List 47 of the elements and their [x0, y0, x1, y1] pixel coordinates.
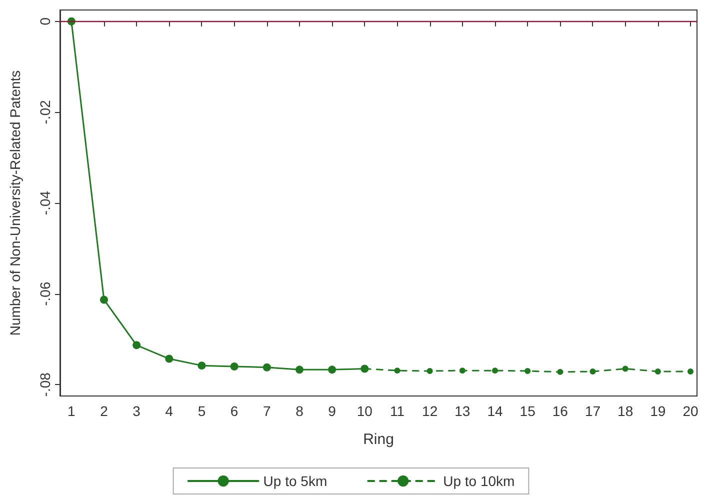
x-tick-label: 2 — [100, 403, 108, 419]
x-tick-label: 6 — [230, 403, 238, 419]
y-tick-label: -.06 — [37, 282, 53, 306]
x-axis-title: Ring — [363, 431, 394, 448]
x-tick-label: 9 — [328, 403, 336, 419]
x-tick-label: 20 — [682, 403, 698, 419]
point — [295, 366, 304, 374]
legend-label: Up to 5km — [263, 473, 328, 489]
x-tick-label: 13 — [454, 403, 470, 419]
x-tick-label: 15 — [520, 403, 536, 419]
point — [426, 368, 433, 374]
x-tick-label: 7 — [263, 403, 272, 419]
point — [394, 368, 400, 374]
x-tick-label: 8 — [296, 403, 304, 419]
point — [328, 366, 336, 374]
point — [654, 368, 661, 374]
point — [557, 368, 564, 375]
y-tick-label: 0 — [37, 17, 53, 26]
y-tick-label: -.08 — [37, 372, 53, 397]
point — [492, 368, 498, 374]
y-tick-label: -.02 — [37, 100, 53, 124]
point — [165, 354, 174, 363]
point — [524, 368, 531, 374]
point — [262, 363, 271, 372]
x-tick-label: 3 — [132, 403, 141, 419]
x-tick-label: 11 — [390, 403, 405, 419]
point — [687, 368, 694, 374]
x-tick-label: 14 — [487, 403, 503, 419]
legend-label: Up to 10km — [443, 473, 515, 489]
x-tick-label: 17 — [584, 403, 601, 419]
x-tick-label: 1 — [68, 403, 76, 419]
x-tick-label: 4 — [165, 403, 174, 419]
point — [622, 366, 628, 372]
point — [132, 341, 141, 350]
y-axis-title: Number of Non-University-Related Patents — [7, 70, 23, 336]
point — [590, 368, 596, 374]
point — [459, 368, 466, 374]
x-tick-label: 12 — [422, 403, 438, 419]
x-tick-label: 18 — [618, 403, 634, 419]
point — [198, 362, 206, 370]
x-tick-label: 19 — [650, 403, 666, 419]
y-tick-label: -.04 — [37, 190, 53, 216]
x-tick-label: 5 — [198, 403, 206, 419]
x-tick-label: 10 — [356, 403, 373, 419]
point — [230, 362, 238, 370]
x-tick-label: 16 — [552, 403, 568, 419]
point — [100, 296, 108, 304]
